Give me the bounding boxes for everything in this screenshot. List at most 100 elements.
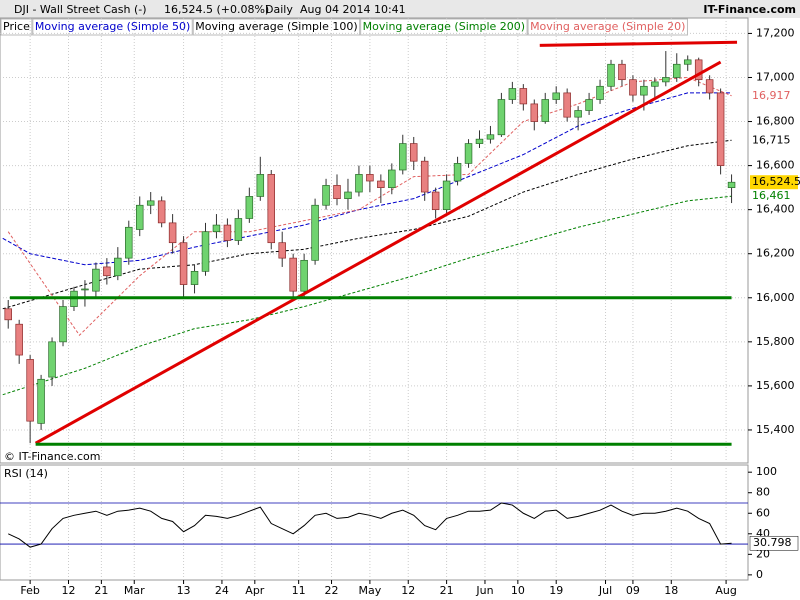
rsi-line <box>8 502 732 548</box>
last-value-label: 16,461 <box>752 189 791 202</box>
candle-body <box>81 288 89 291</box>
last-price: 16,524.5 (+0.08%) <box>164 3 269 16</box>
candle-body <box>344 191 352 199</box>
moving-average <box>2 195 732 396</box>
candle-body <box>157 200 166 224</box>
x-tick-label: Mar <box>124 584 145 597</box>
candle-body <box>475 138 484 144</box>
timestamp: Aug 04 2014 10:41 <box>300 3 406 16</box>
candle-body <box>683 59 692 65</box>
x-tick-label: 21 <box>440 584 454 597</box>
candle-body <box>223 224 232 241</box>
candle-body <box>333 185 341 199</box>
x-tick-label: Jun <box>475 584 493 597</box>
candle-body <box>563 92 571 118</box>
y-tick-label: 15,600 <box>756 379 795 392</box>
moving-average <box>7 76 732 337</box>
plot-frame <box>0 17 749 464</box>
brand: IT-Finance.com <box>703 3 796 16</box>
x-tick-label: 22 <box>325 584 339 597</box>
last-value-label: 16,917 <box>752 89 791 102</box>
candle-body <box>574 110 582 118</box>
candle-body <box>727 181 736 188</box>
x-tick-label: Aug <box>715 584 736 597</box>
watermark: © IT-Finance.com <box>4 450 101 463</box>
legend-box <box>0 18 33 36</box>
trendline <box>539 40 738 47</box>
rsi-last-box <box>749 535 799 551</box>
candle-body <box>179 242 188 285</box>
x-tick-label: 18 <box>664 584 678 597</box>
legend-box <box>192 18 361 36</box>
x-tick-label: Jul <box>598 584 612 597</box>
candle-body <box>48 341 56 378</box>
candle-body <box>37 378 45 424</box>
candle-body <box>114 257 122 277</box>
candle-body <box>322 185 330 206</box>
candle-body <box>694 59 703 81</box>
period: Daily <box>265 3 293 16</box>
legend-entry: Price <box>3 20 30 33</box>
x-tick-label: 19 <box>549 584 563 597</box>
candle-body <box>486 134 495 140</box>
x-tick-label: 09 <box>626 584 640 597</box>
x-tick-label: May <box>359 584 382 597</box>
candle-body <box>289 257 297 292</box>
trendline <box>34 60 722 445</box>
y-tick-label: 16,600 <box>756 159 795 172</box>
candle-body <box>716 92 725 166</box>
candle-body <box>311 204 319 261</box>
candle-body <box>552 92 560 100</box>
x-tick-label: 12 <box>401 584 415 597</box>
x-tick-label: 13 <box>177 584 191 597</box>
candle-body <box>596 85 604 100</box>
moving-average <box>2 139 732 310</box>
candle-body <box>640 85 648 96</box>
x-tick-label: Apr <box>245 584 265 597</box>
candle-body <box>15 323 23 356</box>
x-tick-label: 12 <box>61 584 75 597</box>
candle-body <box>256 174 265 197</box>
candle-body <box>135 204 144 230</box>
candle-body <box>366 174 374 182</box>
candle-body <box>125 226 133 259</box>
legend-entry: Moving average (Simple 200) <box>363 20 525 33</box>
last-value-label: 16,524.5 <box>752 175 800 188</box>
rsi-tick-label: 0 <box>756 568 763 581</box>
candle-body <box>234 218 243 241</box>
candle-body <box>190 270 199 285</box>
y-tick-label: 15,400 <box>756 423 795 436</box>
rsi-tick-label: 20 <box>756 547 770 560</box>
candle-body <box>431 191 440 211</box>
candle-body <box>453 163 462 182</box>
candle-body <box>92 268 100 292</box>
rsi-tick-label: 80 <box>756 486 770 499</box>
candle-body <box>541 99 549 122</box>
candle-body <box>399 143 407 171</box>
rsi-frame <box>0 464 749 581</box>
rsi-tick-label: 60 <box>756 506 770 519</box>
candle-body <box>26 359 34 422</box>
y-tick-label: 16,800 <box>756 115 795 128</box>
y-tick-label: 17,000 <box>756 70 795 83</box>
candle-body <box>442 180 451 211</box>
rsi-tick-label: 100 <box>756 465 777 478</box>
candle-body <box>103 266 111 277</box>
candle-body <box>618 63 626 81</box>
rsi-label: RSI (14) <box>4 467 48 480</box>
legend-box <box>360 18 528 36</box>
y-tick-label: 16,000 <box>756 291 795 304</box>
x-tick-label: 10 <box>511 584 525 597</box>
candle-body <box>607 63 615 87</box>
candle-body <box>245 196 254 219</box>
candle-body <box>278 242 286 259</box>
header-bar <box>0 0 800 18</box>
candle-body <box>355 174 363 193</box>
candle-body <box>267 174 276 244</box>
candle-body <box>651 81 659 87</box>
candle-body <box>705 79 714 94</box>
legend-box <box>527 18 688 36</box>
last-value-box <box>750 175 798 190</box>
y-tick-label: 16,200 <box>756 247 795 260</box>
